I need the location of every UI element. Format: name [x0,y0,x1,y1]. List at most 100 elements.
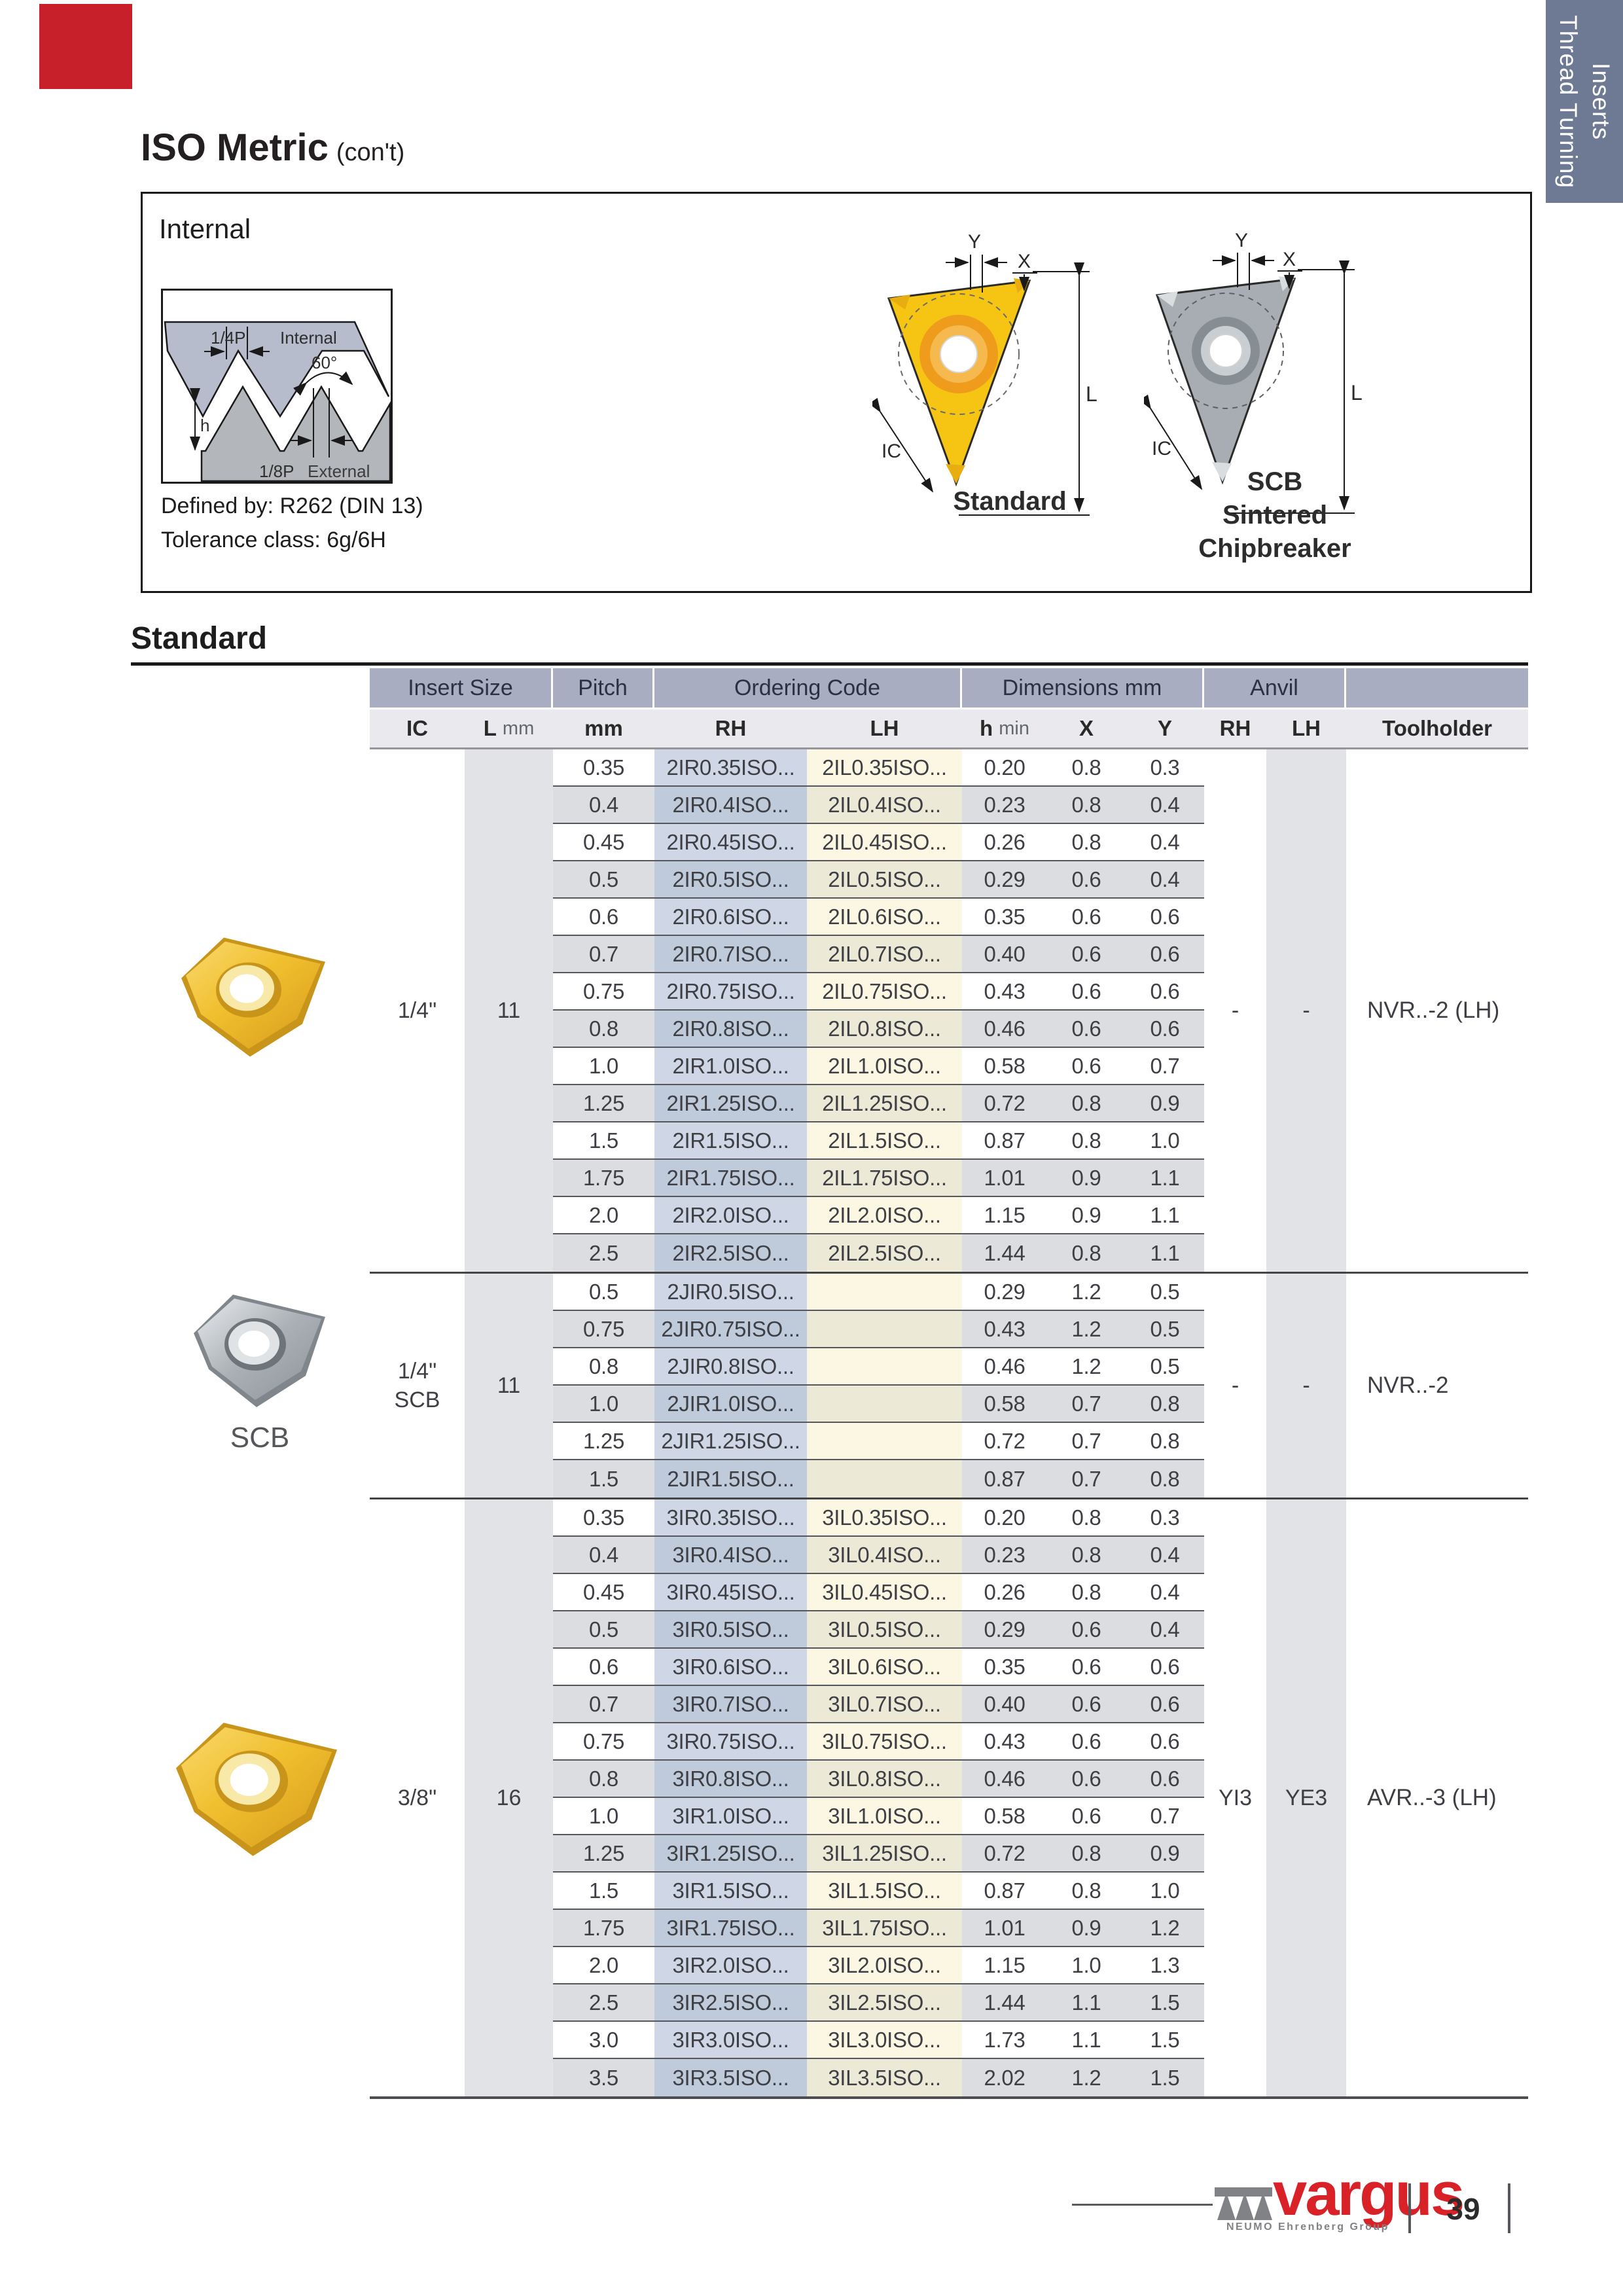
cell-rh: 2IR1.25ISO... [654,1085,807,1122]
cell-hmin: 0.46 [962,1348,1047,1386]
cell-x: 0.9 [1047,1910,1126,1947]
cell-rh: 2IR2.0ISO... [654,1197,807,1234]
cell-y: 1.5 [1126,2059,1204,2096]
cell-y: 1.1 [1126,1160,1204,1197]
cell-rh: 2IR0.45ISO... [654,824,807,861]
cell-lh: 3IL0.4ISO... [807,1537,962,1574]
cell-lh [807,1460,962,1498]
group-separator [370,1498,1528,1499]
group-label-arh: - [1231,1372,1240,1398]
group-label-alh: YE3 [1285,1785,1328,1810]
cell-x: 0.6 [1047,1723,1126,1761]
cell-lh [807,1348,962,1386]
cell-pitch: 1.75 [553,1910,654,1947]
cell-lh [807,1386,962,1423]
cell-x: 1.1 [1047,2022,1126,2059]
cell-hmin: 0.43 [962,1723,1047,1761]
tolerance-text: Tolerance class: 6g/6H [161,528,386,552]
cell-y: 0.6 [1126,1686,1204,1723]
cell-lh [807,1274,962,1311]
label-angle: 60° [312,353,337,372]
cell-rh: 2IR1.0ISO... [654,1048,807,1085]
cell-pitch: 1.5 [553,1122,654,1160]
insert-photo-standard-threeeighths [175,1723,338,1856]
std-dim-x: X [1018,251,1031,272]
cell-lh: 3IL0.6ISO... [807,1649,962,1686]
cell-pitch: 0.8 [553,1348,654,1386]
cell-pitch: 0.6 [553,899,654,936]
subheader-lh: LH [870,716,899,740]
cell-hmin: 1.44 [962,1234,1047,1272]
header-insert-size: Insert Size [370,668,553,708]
cell-rh: 2IR1.75ISO... [654,1160,807,1197]
table-row: 0.8 2JIR0.8ISO... 0.46 1.2 0.5 [370,1348,1528,1386]
cell-x: 0.7 [1047,1460,1126,1498]
cell-pitch: 0.4 [553,787,654,824]
cell-hmin: 0.26 [962,824,1047,861]
cell-pitch: 2.0 [553,1947,654,1984]
vargus-brand-subtitle: NEUMO Ehrenberg Group [1226,2221,1389,2233]
cell-x: 0.8 [1047,1835,1126,1873]
header-pitch: Pitch [553,668,654,708]
page-title-suffix: (con't) [336,139,405,166]
cell-hmin: 0.72 [962,1423,1047,1460]
cell-x: 0.6 [1047,1011,1126,1048]
table-row: 0.4 2IR0.4ISO... 2IL0.4ISO... 0.23 0.8 0.4 [370,787,1528,824]
cell-y: 0.4 [1126,1574,1204,1611]
cell-hmin: 0.46 [962,1761,1047,1798]
table-row: 1.0 2JIR1.0ISO... 0.58 0.7 0.8 [370,1386,1528,1423]
table-row: 0.5 2IR0.5ISO... 2IL0.5ISO... 0.29 0.6 0.4 [370,861,1528,899]
insert-photo-scb [194,1295,325,1407]
cell-hmin: 0.29 [962,1611,1047,1649]
table-row: 2.5 2IR2.5ISO... 2IL2.5ISO... 1.44 0.8 1.1 [370,1234,1528,1272]
cell-hmin: 0.58 [962,1798,1047,1835]
standard-insert-diagram: Y X L IC [872,231,1097,516]
cell-y: 0.4 [1126,861,1204,899]
cell-x: 1.2 [1047,1274,1126,1311]
cell-hmin: 0.58 [962,1048,1047,1085]
table-row: 0.75 2JIR0.75ISO... 0.43 1.2 0.5 [370,1311,1528,1348]
cell-y: 0.3 [1126,1499,1204,1537]
cell-rh: 3IR1.75ISO... [654,1910,807,1947]
cell-y: 0.4 [1126,1537,1204,1574]
group-separator [370,1272,1528,1274]
cell-rh: 2IR0.6ISO... [654,899,807,936]
cell-rh: 3IR2.5ISO... [654,1984,807,2022]
subheader-pitch-mm: mm [584,716,623,740]
cell-pitch: 1.25 [553,1423,654,1460]
vargus-logo-icon [1215,2187,1272,2220]
scb-dim-l: L [1351,381,1363,404]
cell-rh: 3IR1.5ISO... [654,1873,807,1910]
label-internal: Internal [280,328,337,348]
cell-pitch: 0.5 [553,1274,654,1311]
cell-rh: 3IR0.75ISO... [654,1723,807,1761]
cell-pitch: 0.7 [553,936,654,973]
cell-y: 1.1 [1126,1234,1204,1272]
label-h: h [200,416,209,435]
cell-lh: 2IL0.75ISO... [807,973,962,1011]
scb-photo-caption: SCB [230,1422,290,1454]
cell-y: 0.8 [1126,1460,1204,1498]
column-band-l [465,749,553,2096]
cell-x: 0.8 [1047,1122,1126,1160]
header-blank [1346,668,1528,708]
cell-hmin: 0.87 [962,1873,1047,1910]
cell-x: 0.7 [1047,1386,1126,1423]
cell-x: 0.8 [1047,749,1126,787]
cell-rh: 2JIR0.5ISO... [654,1274,807,1311]
table-row: 0.6 3IR0.6ISO... 3IL0.6ISO... 0.35 0.6 0.6 [370,1649,1528,1686]
table-row: 0.75 3IR0.75ISO... 3IL0.75ISO... 0.43 0.6 0.6 [370,1723,1528,1761]
cell-rh: 2JIR0.8ISO... [654,1348,807,1386]
table-row: 0.5 3IR0.5ISO... 3IL0.5ISO... 0.29 0.6 0.4 [370,1611,1528,1649]
cell-y: 0.7 [1126,1048,1204,1085]
cell-y: 0.7 [1126,1798,1204,1835]
cell-lh: 3IL1.75ISO... [807,1910,962,1947]
cell-lh: 2IL1.75ISO... [807,1160,962,1197]
cell-rh: 3IR1.25ISO... [654,1835,807,1873]
standard-table: Insert Size Pitch Ordering Code Dimensio… [370,668,1528,2102]
cell-x: 0.6 [1047,973,1126,1011]
cell-rh: 3IR0.7ISO... [654,1686,807,1723]
group-label-th: NVR..-2 (LH) [1367,997,1500,1023]
subheader-y: Y [1157,716,1172,740]
cell-x: 1.0 [1047,1947,1126,1984]
